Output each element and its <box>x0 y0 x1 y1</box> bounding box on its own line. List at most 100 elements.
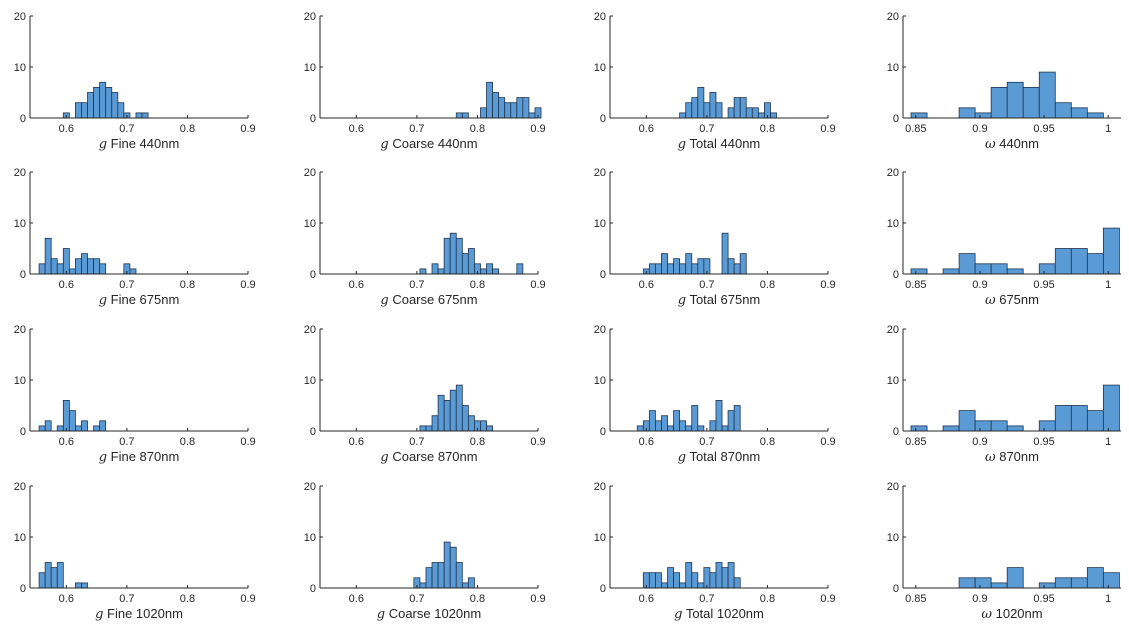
y-tick-label: 10 <box>304 375 316 387</box>
y-tick-label: 0 <box>310 113 316 125</box>
x-axis-label: g Coarse 1020nm <box>377 606 481 622</box>
x-tick-label: 0.9 <box>530 593 545 605</box>
histogram-bar <box>691 572 699 589</box>
x-tick-label: 1 <box>1105 279 1111 291</box>
histogram-bar <box>958 577 976 589</box>
x-tick-label: 0.85 <box>905 436 926 448</box>
y-tick-label: 20 <box>14 481 26 493</box>
histogram-bar <box>528 112 536 119</box>
histogram-bar <box>492 92 500 119</box>
histogram-bar <box>648 263 656 275</box>
histogram-bar <box>522 97 530 119</box>
histogram-bar <box>1006 425 1024 432</box>
y-tick-label: 10 <box>14 375 26 387</box>
histogram-bar <box>910 268 928 275</box>
histogram-bar <box>135 112 143 119</box>
histogram-panel-3: 0 10 20 0.6 0.7 0.8 0.9 g Total 440nm <box>594 11 836 152</box>
histogram-bar <box>1006 567 1024 589</box>
histogram-bar <box>93 87 101 119</box>
histogram-bar <box>87 92 94 119</box>
x-tick-label: 0.9 <box>820 279 835 291</box>
histogram-bar <box>958 107 976 119</box>
histogram-bar <box>1038 420 1056 432</box>
histogram-bar <box>910 112 928 119</box>
histogram-bar <box>56 425 64 432</box>
histogram-bar <box>99 81 107 119</box>
histogram-bar <box>942 425 960 432</box>
histogram-bar <box>467 248 475 275</box>
x-axis-label: g Total 870nm <box>678 449 761 465</box>
x-tick-label: 0.95 <box>1033 279 1054 291</box>
histogram-bar <box>715 562 723 589</box>
x-axis-label: ω 1020nm <box>981 606 1042 622</box>
y-tick-label: 0 <box>20 426 26 438</box>
y-tick-label: 10 <box>304 532 316 544</box>
histogram-bar <box>733 577 741 589</box>
x-tick-label: 0.7 <box>699 279 714 291</box>
histogram-bar <box>691 405 699 432</box>
histogram-panel-8: 0 10 20 0.85 0.9 0.95 1 ω 675nm <box>887 167 1121 308</box>
histogram-bar <box>679 112 687 119</box>
x-tick-label: 0.9 <box>972 279 987 291</box>
y-tick-label: 20 <box>887 11 899 23</box>
axis-symbol: g <box>99 137 107 152</box>
histogram-bar <box>68 410 76 432</box>
histogram-bar <box>709 572 717 589</box>
axis-symbol: g <box>377 607 385 622</box>
histogram-bar <box>673 572 681 589</box>
histogram-bar <box>697 582 705 589</box>
histogram-bar <box>443 237 451 275</box>
histogram-bar <box>745 107 753 119</box>
y-tick-label: 20 <box>594 324 606 336</box>
axis-label-text: Total 675nm <box>686 292 760 307</box>
x-axis-label: ω 440nm <box>985 136 1039 152</box>
histogram-bar <box>38 263 46 275</box>
histogram-bar <box>990 420 1008 432</box>
histogram-bar <box>62 399 70 432</box>
histogram-bar <box>990 582 1008 589</box>
y-tick-label: 20 <box>594 11 606 23</box>
histogram-panel-11: 0 10 20 0.6 0.7 0.8 0.9 g Total 870nm <box>594 324 836 465</box>
histogram-bar <box>685 425 693 432</box>
y-tick-label: 0 <box>20 583 26 595</box>
axis-label-text: 870nm <box>996 449 1039 464</box>
histogram-bar <box>141 112 149 119</box>
axis-symbol: g <box>380 137 388 152</box>
histogram-bar <box>467 577 475 589</box>
histogram-bar <box>93 258 101 275</box>
histogram-bar <box>1054 577 1072 589</box>
x-tick-label: 1 <box>1105 123 1111 135</box>
histogram-bar <box>99 263 107 275</box>
x-tick-label: 0.6 <box>639 436 654 448</box>
x-tick-label: 0.6 <box>59 436 74 448</box>
histogram-panel-13: 0 10 20 0.6 0.7 0.8 0.9 g Fine 1020nm <box>14 481 256 622</box>
axis-label-text: Coarse 440nm <box>389 136 478 151</box>
histogram-panel-2: 0 10 20 0.6 0.7 0.8 0.9 g Coarse 440nm <box>304 11 546 152</box>
histogram-bar <box>486 425 493 432</box>
x-tick-label: 0.9 <box>972 593 987 605</box>
x-tick-label: 0.7 <box>119 436 134 448</box>
y-tick-label: 20 <box>887 481 899 493</box>
y-tick-label: 0 <box>893 426 899 438</box>
histogram-bar <box>50 567 58 589</box>
axis-label-text: Fine 870nm <box>107 449 179 464</box>
histogram-bar <box>721 425 729 432</box>
y-tick-label: 20 <box>14 324 26 336</box>
histogram-bar <box>1102 384 1120 432</box>
histogram-bar <box>1054 102 1072 119</box>
histogram-bar <box>492 268 500 275</box>
y-tick-label: 10 <box>887 62 899 74</box>
x-tick-label: 0.9 <box>972 123 987 135</box>
y-tick-label: 20 <box>304 11 316 23</box>
histogram-bar <box>1038 263 1056 275</box>
histogram-bar <box>958 410 976 432</box>
axis-symbol: g <box>99 293 107 308</box>
histogram-bar <box>480 420 487 432</box>
y-tick-label: 0 <box>600 113 606 125</box>
axis-symbol: g <box>678 450 686 465</box>
x-axis-label: g Total 1020nm <box>674 606 764 622</box>
y-tick-label: 10 <box>14 532 26 544</box>
x-tick-label: 0.7 <box>119 123 134 135</box>
histogram-bar <box>661 415 668 432</box>
histogram-bar <box>449 232 457 275</box>
